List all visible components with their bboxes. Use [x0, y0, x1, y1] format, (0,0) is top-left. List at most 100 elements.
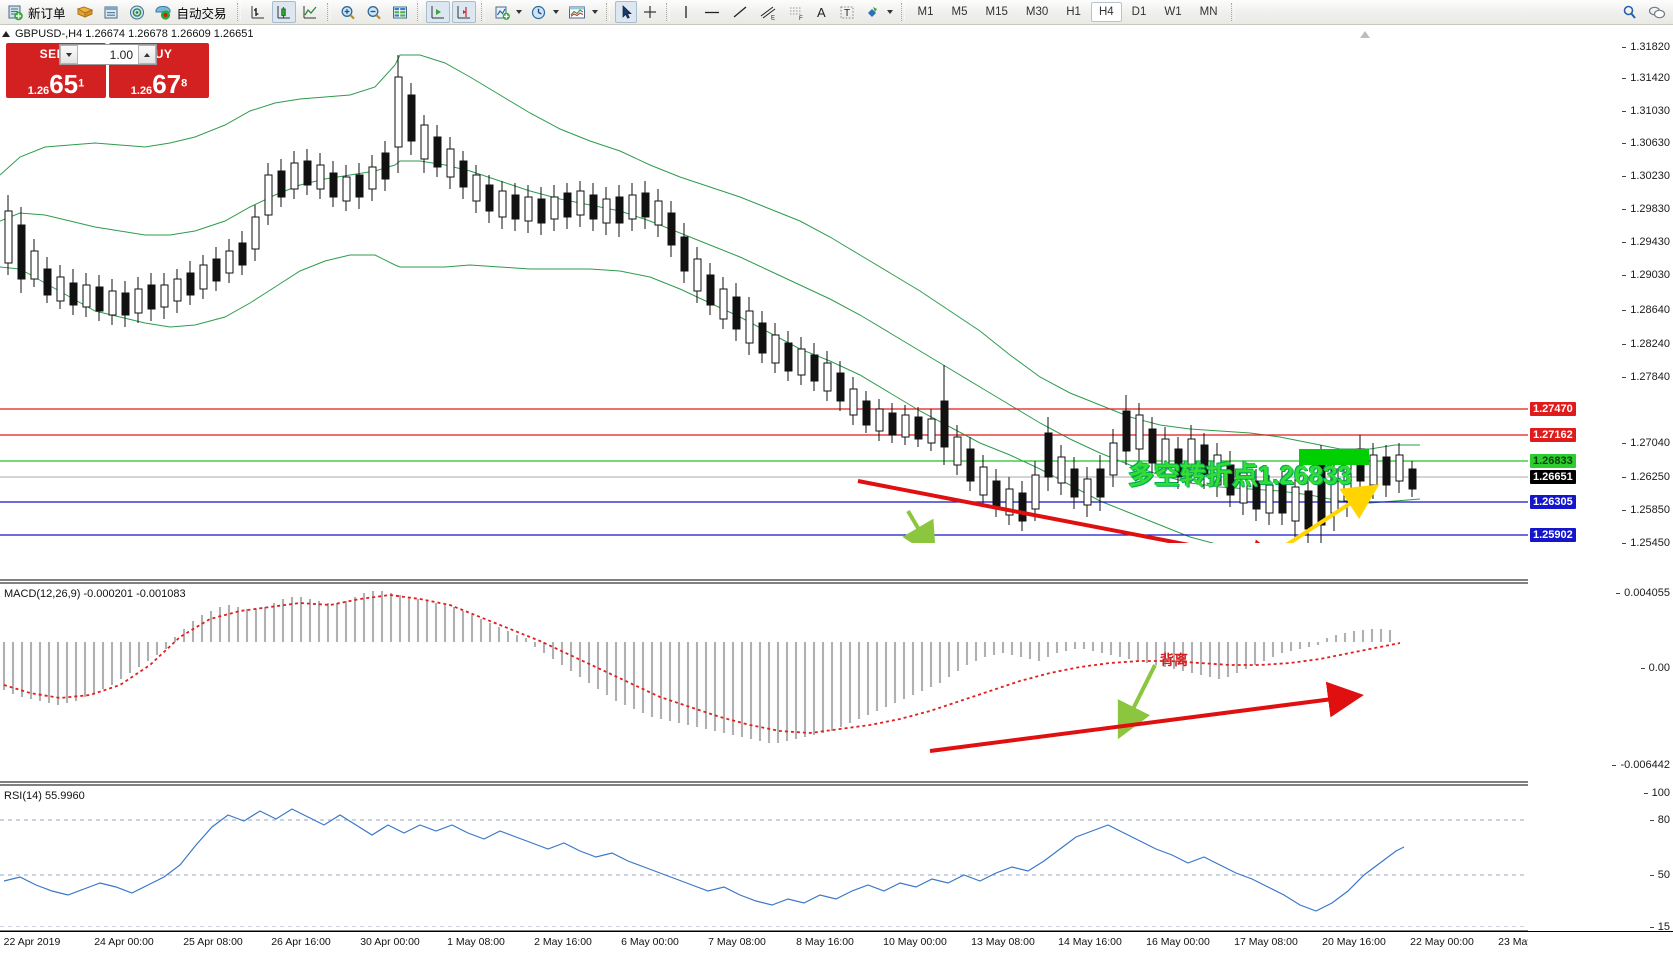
volume-decrease-button[interactable]	[60, 45, 78, 64]
macd-signal-line	[3, 594, 1401, 734]
data-window-button[interactable]	[99, 1, 123, 23]
crosshair-tool[interactable]	[639, 1, 661, 23]
autotrading-label: 自动交易	[176, 6, 227, 21]
arrow-cursor-icon	[622, 4, 632, 19]
time-tick-label: 13 May 08:00	[971, 936, 1035, 948]
volume-stepper[interactable]: 1.00	[59, 44, 157, 65]
templates-button[interactable]	[564, 1, 601, 23]
timeframe-d1[interactable]: D1	[1131, 6, 1147, 18]
price-tick-label: 1.28640	[1622, 304, 1670, 316]
volume-value[interactable]: 1.00	[109, 47, 133, 62]
timeframe-h1[interactable]: H1	[1066, 6, 1081, 18]
line-chart-button[interactable]	[298, 1, 322, 23]
trendline-tool[interactable]	[727, 1, 753, 23]
timeframe-w1[interactable]: W1	[1164, 6, 1182, 18]
candlestick-chart-button[interactable]	[271, 1, 296, 23]
sell-price-sup: 1	[78, 77, 85, 90]
timeframe-m30[interactable]: M30	[1025, 6, 1049, 18]
chart-shift-button[interactable]	[451, 1, 476, 23]
timeframe-m5[interactable]: M5	[951, 6, 968, 18]
chat-button[interactable]	[1644, 1, 1670, 23]
zoom-in-button[interactable]	[336, 1, 360, 23]
chart-plot-area[interactable]: 多空转折点1.26833 背离 MACD(12,26,9) -0.000201 …	[0, 25, 1528, 953]
toolbar-separator	[326, 3, 331, 21]
periods-button[interactable]	[527, 1, 562, 23]
auto-scroll-button[interactable]	[425, 1, 450, 23]
price-tick-label: 1.28240	[1622, 338, 1670, 350]
time-tick-label: 17 May 08:00	[1234, 936, 1298, 948]
price-scale[interactable]: 1.31820 1.31420 1.31030 1.30630 1.30230 …	[1528, 25, 1673, 953]
price-tag-support-1[interactable]: 1.26305	[1530, 495, 1576, 509]
horizontal-line-icon	[704, 11, 719, 13]
vertical-line-icon	[684, 5, 687, 18]
time-tick-label: 14 May 16:00	[1058, 936, 1122, 948]
timeframe-h4[interactable]: H4	[1090, 2, 1122, 22]
time-axis[interactable]: 22 Apr 2019 24 Apr 00:00 25 Apr 08:00 26…	[0, 931, 1650, 953]
candlestick-series	[4, 55, 1417, 543]
time-tick-label: 22 Apr 2019	[3, 936, 61, 948]
price-tick-label: 1.25850	[1622, 504, 1670, 516]
price-tag-support-2[interactable]: 1.25902	[1530, 528, 1576, 542]
candlestick-icon	[277, 5, 290, 18]
main-toolbar: 新订单	[0, 0, 1673, 25]
toolbar-separator	[1230, 3, 1235, 21]
fibonacci-tool[interactable]: F	[783, 1, 809, 23]
timeframe-mn[interactable]: MN	[1199, 6, 1218, 18]
timeframe-m1[interactable]: M1	[917, 6, 934, 18]
rsi-line	[3, 808, 1405, 912]
autotrading-icon	[155, 5, 171, 20]
macd-scale-label: 0.00	[1640, 662, 1670, 674]
volume-increase-button[interactable]	[138, 45, 156, 64]
bar-chart-button[interactable]	[246, 1, 270, 23]
text-label-tool[interactable]: T	[835, 1, 859, 23]
grid-icon	[392, 6, 407, 18]
price-tick-label: 1.26250	[1622, 471, 1670, 483]
signals-button[interactable]	[125, 1, 149, 23]
collapse-triangle-icon[interactable]	[2, 31, 10, 37]
macd-scale-label: -0.006442	[1612, 759, 1670, 771]
vertical-line-tool[interactable]	[675, 1, 697, 23]
time-tick-label: 22 May 00:00	[1410, 936, 1474, 948]
signals-icon	[129, 5, 144, 19]
chart-shift-icon	[457, 5, 470, 18]
new-order-button[interactable]: 新订单	[3, 1, 71, 23]
divergence-annotation: 背离	[1160, 652, 1188, 668]
one-click-trading-panel[interactable]: SELL 1.26651 BUY 1.26678 1.00	[6, 43, 209, 98]
price-tag-last[interactable]: 1.26651	[1530, 470, 1576, 484]
price-tag-resistance-2[interactable]: 1.27162	[1530, 428, 1576, 442]
search-button[interactable]	[1618, 1, 1642, 23]
chevron-down-icon	[886, 10, 893, 14]
chevron-down-icon	[515, 10, 522, 14]
chart-canvas	[0, 54, 1528, 932]
chart-window[interactable]: GBPUSD-,H4 1.26674 1.26678 1.26609 1.266…	[0, 25, 1673, 953]
text-tool[interactable]: A	[811, 1, 833, 23]
price-tag-pivot[interactable]: 1.26833	[1530, 454, 1576, 468]
line-chart-icon	[303, 5, 317, 18]
grid-button[interactable]	[388, 1, 412, 23]
toolbar-separator	[605, 3, 610, 21]
horizontal-line-tool[interactable]	[699, 1, 725, 23]
green-down-arrow	[902, 509, 937, 543]
pivot-highlight-box	[1299, 449, 1369, 465]
chart-shift-marker-icon[interactable]	[1360, 31, 1370, 38]
yellow-up-arrow	[1285, 484, 1380, 543]
descending-trendline	[857, 479, 1288, 543]
indicators-icon	[495, 6, 510, 20]
shapes-tool[interactable]	[861, 1, 896, 23]
time-tick-label: 26 Apr 16:00	[271, 936, 331, 948]
zoom-out-button[interactable]	[362, 1, 386, 23]
sell-price-big: 65	[49, 69, 79, 99]
cursor-tool[interactable]	[614, 1, 637, 23]
expert-advisors-button[interactable]	[73, 1, 97, 23]
time-tick-label: 16 May 00:00	[1146, 936, 1210, 948]
time-tick-label: 2 May 16:00	[534, 936, 592, 948]
channel-icon: E	[760, 6, 775, 21]
indicators-button[interactable]	[490, 1, 525, 23]
time-tick-label: 7 May 08:00	[708, 936, 766, 948]
price-tag-resistance-1[interactable]: 1.27470	[1530, 402, 1576, 416]
price-tick-label: 1.29030	[1622, 269, 1670, 281]
equidistant-channel-tool[interactable]: E	[755, 1, 781, 23]
timeframe-m15[interactable]: M15	[985, 6, 1008, 18]
autotrading-button[interactable]: 自动交易	[151, 1, 232, 23]
rsi-scale-label: 100	[1643, 787, 1670, 799]
